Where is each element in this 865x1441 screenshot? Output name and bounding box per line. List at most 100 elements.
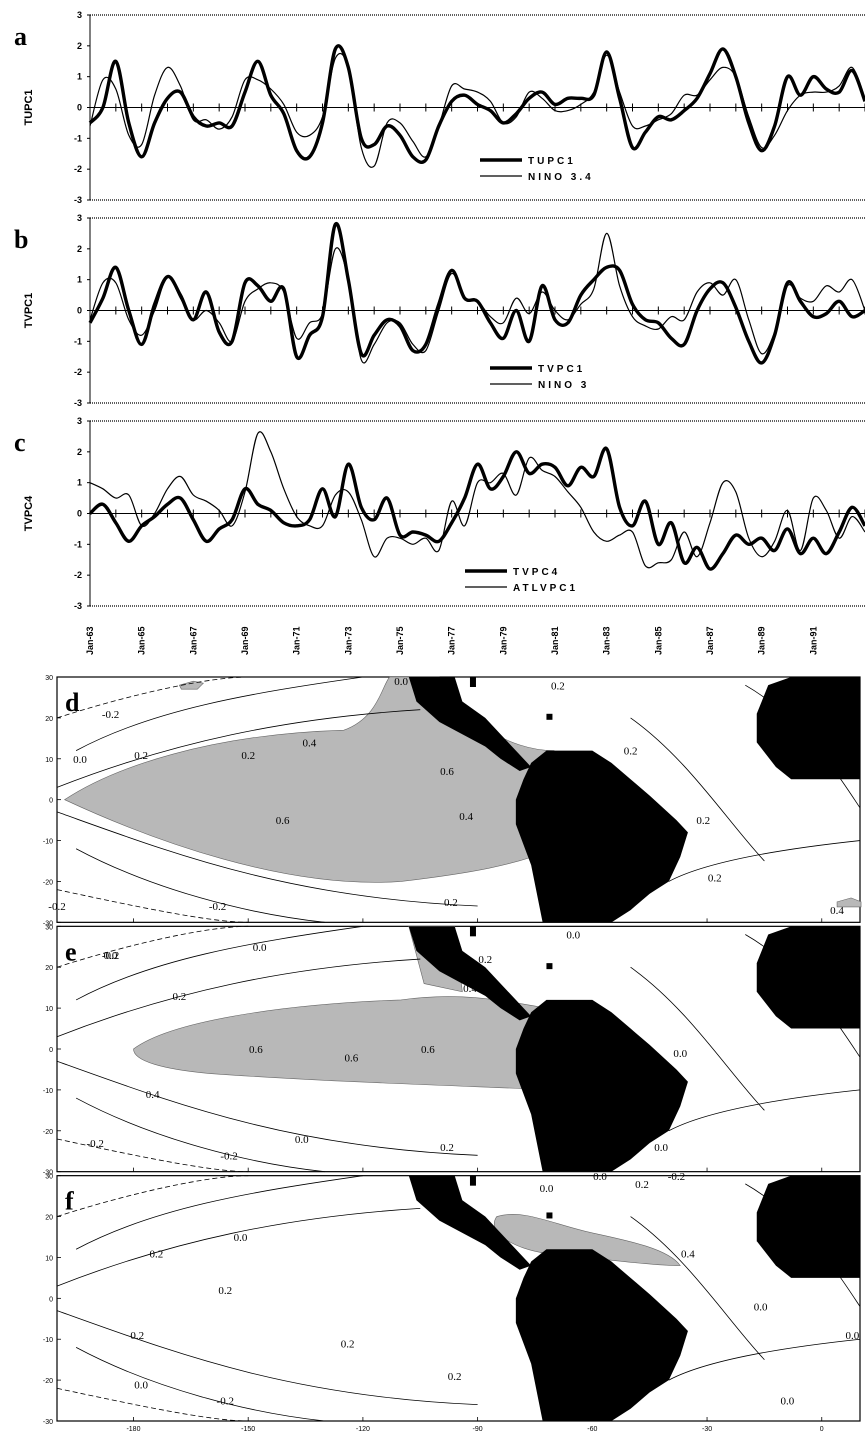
lon-tick-label: -60 [587, 1426, 597, 1433]
y-tick-label: 3 [77, 10, 82, 20]
shaded-region [836, 897, 862, 908]
contour-label: 0.2 [150, 1248, 164, 1260]
contour-label: 0.0 [780, 1396, 794, 1408]
lon-tick-label: -30 [702, 1426, 712, 1433]
y-tick-label: 2 [77, 244, 82, 254]
contour-line [75, 1175, 363, 1250]
y-tick-label: 1 [77, 478, 82, 488]
land-central-america [408, 926, 532, 1021]
land-south-america [515, 999, 688, 1172]
contour-label: 0.2 [708, 872, 722, 884]
land-central-america [408, 1175, 532, 1270]
y-tick-label: 3 [77, 416, 82, 426]
contour-line [745, 934, 861, 1058]
series-line-atlvpc1 [89, 431, 865, 569]
y-tick-label: 0 [77, 509, 82, 519]
contour-label: -0.2 [87, 1138, 104, 1150]
x-tick-label: Jan-77 [447, 626, 457, 655]
x-tick-label: Jan-83 [602, 626, 612, 655]
panel-label: d [65, 688, 80, 717]
contour-label: 0.2 [696, 815, 710, 827]
contour-label: 0.2 [478, 954, 492, 966]
x-tick-label: Jan-63 [85, 626, 95, 655]
contour-line-negative [56, 925, 249, 968]
contour-label: 0.2 [218, 1285, 232, 1297]
x-tick-label: Jan-67 [188, 626, 198, 655]
y-tick-label: 3 [77, 213, 82, 223]
lat-tick-label: -30 [43, 920, 53, 927]
legend-entry: TVPC4 [513, 567, 560, 578]
x-tick-label: Jan-69 [240, 626, 250, 655]
lon-tick-label: -150 [241, 1426, 255, 1433]
y-tick-label: -1 [74, 133, 82, 143]
panel-label: b [14, 225, 28, 254]
y-axis-label: TVPC4 [23, 495, 35, 531]
contour-label: 0.2 [624, 746, 638, 758]
contour-line-negative [56, 1387, 249, 1422]
land-africa [756, 1175, 860, 1278]
map-panel-d: -0.2 0.0 0.0 0.2 0.2 0.4 0.6 0.6 0.4 0.2 0.2 0.2 0.2… [43, 675, 862, 934]
lat-tick-label: 30 [45, 675, 53, 682]
y-tick-label: -3 [74, 601, 82, 611]
contour-label: 0.2 [551, 680, 565, 692]
lon-tick-label: 0 [820, 1426, 824, 1433]
contour-label: 0.0 [754, 1302, 768, 1314]
contour-line-negative [56, 676, 249, 719]
contour-label: 0.0 [73, 754, 87, 766]
contour-line [630, 717, 765, 862]
lat-tick-label: 10 [45, 1255, 53, 1262]
contour-line-negative [56, 1175, 249, 1217]
contour-line [668, 840, 861, 882]
land-island [546, 713, 553, 720]
contour-label: 0.2 [172, 991, 186, 1003]
y-tick-label: 1 [77, 72, 82, 82]
contour-line [75, 676, 363, 751]
lon-tick-label: -180 [126, 1426, 140, 1433]
y-tick-label: 1 [77, 275, 82, 285]
lat-tick-label: -10 [43, 839, 53, 846]
shaded-region [494, 1214, 681, 1266]
contour-label: 0.4 [830, 905, 844, 917]
contour-label: -0.2 [220, 1150, 237, 1162]
x-tick-label: Jan-89 [757, 626, 767, 655]
lat-tick-label: -30 [43, 1170, 53, 1177]
series-line-tvpc4 [88, 446, 865, 571]
land-south-america [515, 750, 688, 923]
legend-entry: NINO 3 [538, 380, 589, 391]
contour-line [75, 1097, 325, 1173]
contour-line [56, 1310, 478, 1406]
x-tick-label: Jan-65 [137, 626, 147, 655]
x-tick-label: Jan-75 [395, 626, 405, 655]
lat-tick-label: -10 [43, 1337, 53, 1344]
contour-label: 0.4 [146, 1089, 160, 1101]
contour-line [56, 709, 421, 788]
contour-label: 0.0 [654, 1142, 668, 1154]
contour-label: 0.0 [593, 1171, 607, 1183]
contour-label: 0.2 [241, 750, 255, 762]
y-tick-label: -3 [74, 398, 82, 408]
line-panel-c: 3 2 1 0 -1 -2 -3 TVPC4 c TVPC4 ATLVPC1 Jan-63 Jan-65… [14, 416, 865, 655]
lat-tick-label: -20 [43, 1378, 53, 1385]
contour-label: 0.0 [253, 942, 267, 954]
lat-tick-label: 30 [45, 924, 53, 931]
legend-entry: ATLVPC1 [513, 583, 578, 594]
y-tick-label: 0 [77, 306, 82, 316]
contour-label: -0.2 [102, 709, 119, 721]
contour-label: -0.2 [217, 1396, 234, 1408]
lat-tick-label: 0 [49, 1047, 53, 1054]
panel-label: f [65, 1187, 74, 1216]
contour-label: 0.6 [249, 1044, 263, 1056]
contour-label: 0.0 [394, 676, 408, 688]
contour-label: 0.4 [463, 983, 477, 995]
contour-label: 0.0 [540, 1183, 554, 1195]
land-island [546, 1212, 553, 1219]
lat-tick-label: 20 [45, 1215, 53, 1222]
y-tick-label: -2 [74, 570, 82, 580]
contour-line [56, 958, 421, 1038]
contour-label: 0.6 [440, 766, 454, 778]
contour-label: 0.6 [345, 1052, 359, 1064]
lat-tick-label: -20 [43, 879, 53, 886]
contour-label: 0.2 [780, 1208, 794, 1220]
land-island [469, 677, 476, 687]
